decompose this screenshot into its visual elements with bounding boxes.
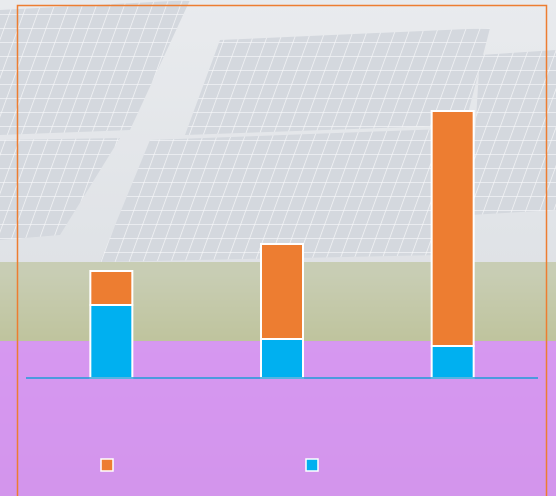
legend bbox=[100, 458, 319, 472]
bar-segment bbox=[89, 304, 134, 379]
legend-swatch bbox=[100, 458, 114, 472]
bar-segment bbox=[260, 338, 304, 379]
bar-segment bbox=[260, 243, 304, 340]
bar-segment bbox=[430, 345, 475, 379]
bar-segment bbox=[89, 270, 134, 306]
legend-swatch bbox=[305, 458, 319, 472]
bar-segment bbox=[430, 110, 475, 347]
chart-frame bbox=[16, 4, 548, 496]
plot-area bbox=[26, 110, 538, 379]
